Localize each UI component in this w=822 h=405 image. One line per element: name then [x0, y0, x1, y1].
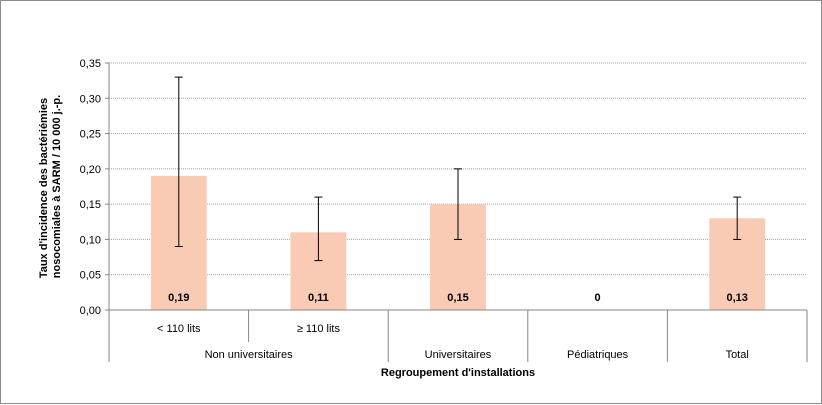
y-tick-labels: 0,00 0,05 0,10 0,15 0,20 0,25 0,30 0,35	[80, 58, 101, 317]
category-label: < 110 lits	[157, 323, 201, 335]
y-tick-label: 0,00	[80, 305, 101, 317]
y-tick-label: 0,05	[80, 270, 101, 282]
data-label: 0,19	[168, 292, 189, 304]
y-tick-label: 0,35	[80, 58, 101, 70]
axes	[105, 62, 808, 362]
y-tick-label: 0,10	[80, 234, 101, 246]
category-label: Total	[726, 349, 749, 361]
error-bars	[174, 76, 742, 262]
y-tick-label: 0,25	[80, 129, 101, 141]
data-label: 0,15	[447, 292, 468, 304]
y-axis-title-line-2: nosocomiales à SARM / 10 000 j.-p.	[51, 95, 63, 278]
y-tick-label: 0,15	[80, 199, 101, 211]
y-tick-label: 0,20	[80, 164, 101, 176]
category-labels: < 110 lits ≥ 110 lits Non universitaires Un…	[157, 323, 749, 361]
data-label: 0	[595, 292, 601, 304]
category-label: ≥ 110 lits	[297, 323, 341, 335]
y-axis-title-line-1: Taux d'incidence des bactériémies	[38, 98, 50, 278]
bars	[150, 175, 766, 310]
data-label: 0,13	[726, 292, 747, 304]
group-label: Non universitaires	[205, 349, 294, 361]
x-axis-title: Regroupement d'installations	[381, 367, 535, 379]
y-tick-label: 0,30	[80, 93, 101, 105]
category-label: Universitaires	[425, 349, 492, 361]
y-axis-title: Taux d'incidence des bactériémies nosoco…	[38, 95, 63, 278]
category-label: Pédiatriques	[567, 349, 629, 361]
data-labels: 0,19 0,11 0,15 0 0,13	[168, 292, 748, 304]
data-label: 0,11	[308, 292, 329, 304]
